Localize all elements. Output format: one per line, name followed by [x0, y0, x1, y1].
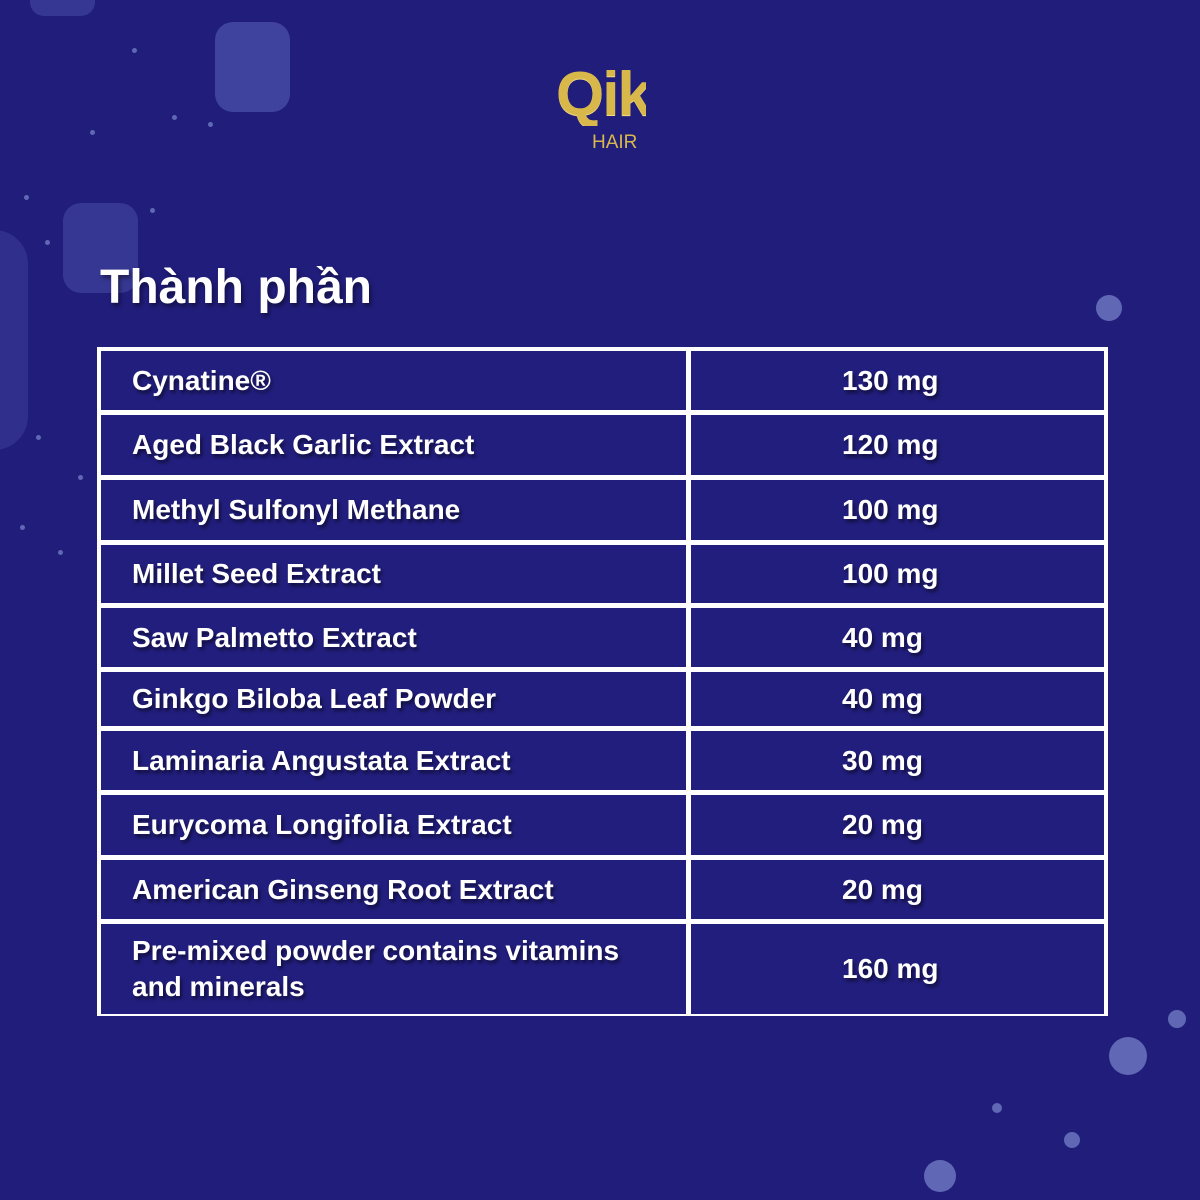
logo-subtext: HAIR	[592, 132, 638, 153]
ingredient-name: Ginkgo Biloba Leaf Powder	[101, 672, 686, 726]
decor-dot	[58, 550, 63, 555]
decor-dot	[78, 475, 83, 480]
ingredient-name: American Ginseng Root Extract	[101, 860, 686, 919]
decor-dot	[172, 115, 177, 120]
table-row: Saw Palmetto Extract 40 mg	[101, 608, 1104, 667]
ingredient-amount: 160 mg	[691, 924, 1104, 1014]
decor-dot	[1109, 1037, 1147, 1075]
table-row: Cynatine® 130 mg	[101, 351, 1104, 410]
ingredient-amount: 20 mg	[691, 795, 1104, 855]
decor-dot	[1168, 1010, 1186, 1028]
table-row: Aged Black Garlic Extract 120 mg	[101, 415, 1104, 475]
ingredient-amount: 30 mg	[691, 731, 1104, 790]
decor-dot	[1064, 1132, 1080, 1148]
ingredient-amount: 120 mg	[691, 415, 1104, 475]
ingredient-amount: 40 mg	[691, 672, 1104, 726]
table-row: Methyl Sulfonyl Methane 100 mg	[101, 480, 1104, 540]
table-row: Laminaria Angustata Extract 30 mg	[101, 731, 1104, 790]
ingredient-name: Methyl Sulfonyl Methane	[101, 480, 686, 540]
ingredient-name: Cynatine®	[101, 351, 686, 410]
ingredient-amount: 40 mg	[691, 608, 1104, 667]
decor-dot	[45, 240, 50, 245]
ingredient-name: Millet Seed Extract	[101, 545, 686, 603]
decor-shape	[30, 0, 95, 16]
decor-dot	[208, 122, 213, 127]
decor-dot	[1096, 295, 1122, 321]
ingredient-amount: 100 mg	[691, 545, 1104, 603]
ingredient-name: Pre-mixed powder contains vitamins and m…	[101, 924, 686, 1014]
logo-wordmark: Qik	[556, 64, 646, 126]
decor-dot	[924, 1160, 956, 1192]
ingredient-amount: 20 mg	[691, 860, 1104, 919]
qik-hair-logo: Qik HAIR	[556, 64, 646, 156]
table-row: Ginkgo Biloba Leaf Powder 40 mg	[101, 672, 1104, 726]
ingredient-amount: 100 mg	[691, 480, 1104, 540]
table-row: Millet Seed Extract 100 mg	[101, 545, 1104, 603]
table-row: Eurycoma Longifolia Extract 20 mg	[101, 795, 1104, 855]
page-title: Thành phần	[100, 261, 372, 314]
ingredient-name: Saw Palmetto Extract	[101, 608, 686, 667]
ingredient-name: Eurycoma Longifolia Extract	[101, 795, 686, 855]
decor-dot	[132, 48, 137, 53]
decor-dot	[150, 208, 155, 213]
table-row: Pre-mixed powder contains vitamins and m…	[101, 924, 1104, 1014]
ingredient-amount: 130 mg	[691, 351, 1104, 410]
decor-shape	[0, 230, 28, 450]
decor-dot	[36, 435, 41, 440]
decor-dot	[90, 130, 95, 135]
decor-dot	[24, 195, 29, 200]
ingredients-table: Cynatine® 130 mg Aged Black Garlic Extract…	[97, 347, 1108, 1016]
decor-dot	[992, 1103, 1002, 1113]
decor-shape	[215, 22, 290, 112]
decor-shape	[63, 203, 138, 293]
table-row: American Ginseng Root Extract 20 mg	[101, 860, 1104, 919]
decor-dot	[20, 525, 25, 530]
ingredient-name: Laminaria Angustata Extract	[101, 731, 686, 790]
ingredient-name: Aged Black Garlic Extract	[101, 415, 686, 475]
